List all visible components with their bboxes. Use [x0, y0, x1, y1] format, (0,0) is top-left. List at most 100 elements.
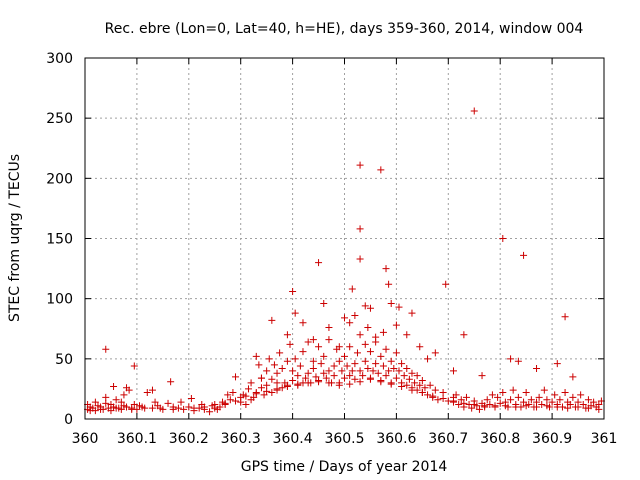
- data-point: [130, 401, 138, 409]
- data-point: [398, 383, 406, 391]
- data-point: [584, 404, 592, 412]
- data-point: [330, 372, 338, 380]
- data-point: [398, 360, 406, 368]
- data-point: [387, 357, 395, 365]
- y-tick-label: 300: [46, 51, 73, 67]
- data-point: [315, 343, 323, 351]
- data-point: [252, 352, 260, 360]
- data-point: [408, 369, 416, 377]
- x-tick-label: 360.5: [324, 431, 364, 447]
- data-point: [395, 303, 403, 311]
- data-point: [309, 364, 317, 372]
- data-point: [283, 357, 291, 365]
- x-tick-label: 360.6: [376, 431, 416, 447]
- data-point: [385, 280, 393, 288]
- data-point: [130, 362, 138, 370]
- data-point: [403, 381, 411, 389]
- data-point: [475, 405, 483, 413]
- data-point: [167, 378, 175, 386]
- data-point: [369, 367, 377, 375]
- data-point: [507, 396, 515, 404]
- data-point: [91, 398, 99, 406]
- data-point: [507, 355, 515, 363]
- data-point: [574, 403, 582, 411]
- data-point: [141, 404, 149, 412]
- data-point: [361, 340, 369, 348]
- data-point: [338, 367, 346, 375]
- x-tick-label: 360.3: [221, 431, 261, 447]
- data-point: [97, 405, 105, 413]
- data-point: [353, 349, 361, 357]
- data-point: [180, 405, 188, 413]
- data-point: [200, 403, 208, 411]
- data-point: [543, 402, 551, 410]
- data-point: [387, 299, 395, 307]
- data-point: [595, 405, 603, 413]
- data-point: [112, 404, 120, 412]
- data-point: [255, 361, 263, 369]
- data-point: [325, 367, 333, 375]
- data-point: [579, 401, 587, 409]
- data-point: [509, 386, 517, 394]
- data-point: [177, 398, 185, 406]
- data-point: [128, 405, 136, 413]
- data-point: [382, 265, 390, 273]
- data-point: [569, 393, 577, 401]
- data-point: [320, 369, 328, 377]
- data-point: [533, 403, 541, 411]
- data-point: [366, 304, 374, 312]
- data-point: [356, 367, 364, 375]
- data-point: [320, 352, 328, 360]
- data-point: [322, 374, 330, 382]
- data-point: [325, 379, 333, 387]
- data-point: [452, 391, 460, 399]
- data-point: [382, 345, 390, 353]
- data-point: [268, 375, 276, 383]
- data-point: [351, 360, 359, 368]
- data-point: [299, 319, 307, 327]
- data-point: [411, 379, 419, 387]
- data-point: [564, 404, 572, 412]
- y-tick-label: 200: [46, 171, 73, 187]
- x-tick-label: 360.7: [428, 431, 468, 447]
- x-tick-label: 360.4: [273, 431, 313, 447]
- data-point: [278, 364, 286, 372]
- y-tick-label: 150: [46, 232, 73, 248]
- data-point: [426, 381, 434, 389]
- data-point: [431, 386, 439, 394]
- data-point: [455, 401, 463, 409]
- data-point: [102, 399, 110, 407]
- data-point: [403, 364, 411, 372]
- data-point: [148, 404, 156, 412]
- data-point: [341, 314, 348, 322]
- y-tick-label: 50: [55, 352, 73, 368]
- data-point: [330, 362, 338, 370]
- data-point: [102, 393, 110, 401]
- data-point: [117, 398, 125, 406]
- data-point: [351, 375, 359, 383]
- data-point: [86, 407, 94, 415]
- data-point: [551, 391, 559, 399]
- data-point: [143, 389, 151, 397]
- y-tick-label: 250: [46, 111, 73, 127]
- data-point: [359, 372, 367, 380]
- data-point: [460, 331, 468, 339]
- data-point: [481, 402, 489, 410]
- y-tick-label: 100: [46, 292, 73, 308]
- data-point: [356, 378, 364, 386]
- data-point: [120, 391, 128, 399]
- data-point: [553, 360, 561, 368]
- data-point: [302, 374, 310, 382]
- data-point: [341, 352, 348, 360]
- data-point: [304, 379, 312, 387]
- data-point: [294, 380, 302, 388]
- data-point: [540, 386, 548, 394]
- data-point: [335, 357, 343, 365]
- data-point: [317, 360, 325, 368]
- data-point: [237, 398, 245, 406]
- data-point: [374, 369, 382, 377]
- data-point: [385, 367, 393, 375]
- data-point: [356, 225, 364, 233]
- data-point: [494, 393, 502, 401]
